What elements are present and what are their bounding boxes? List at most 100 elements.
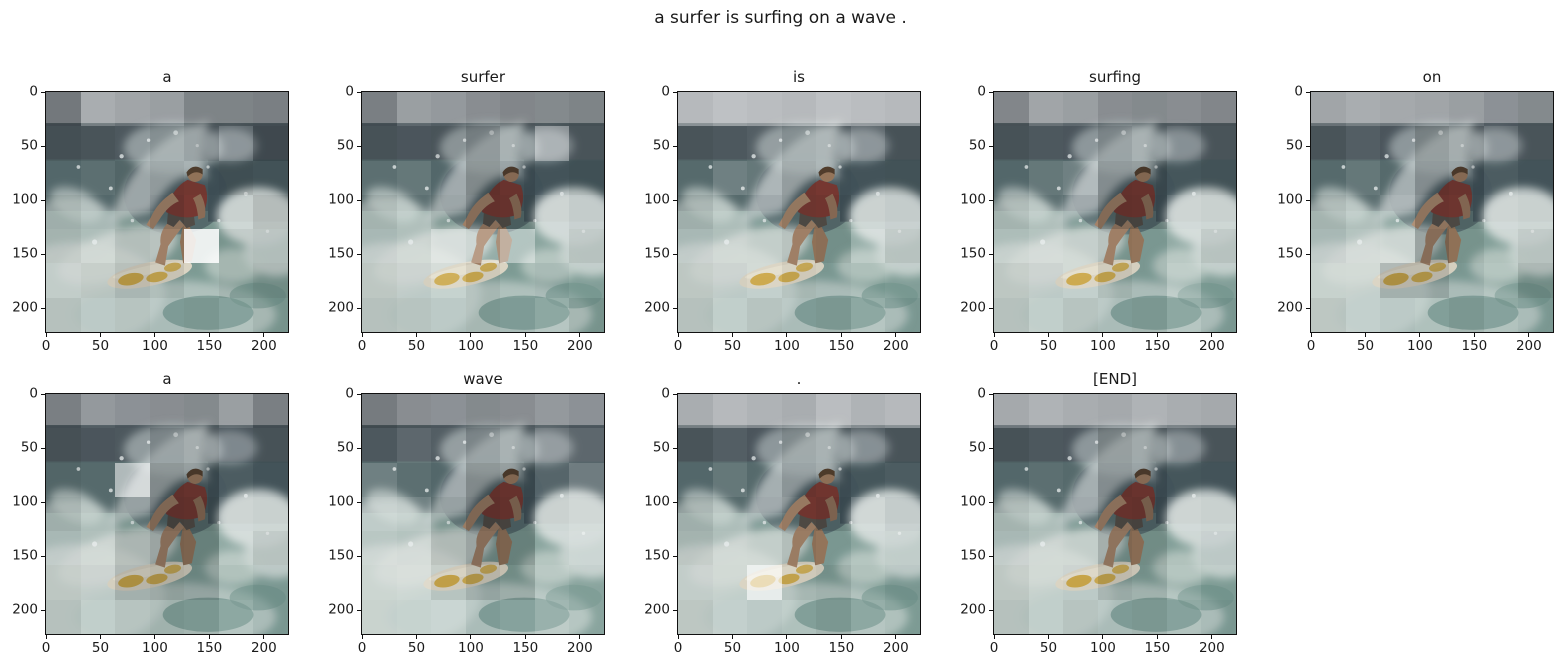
attention-cell bbox=[218, 531, 254, 566]
attention-cell bbox=[184, 394, 219, 429]
y-tick-label: 0 bbox=[345, 385, 354, 402]
attention-cell bbox=[184, 297, 219, 332]
attention-cell bbox=[396, 565, 432, 600]
attention-cell bbox=[569, 531, 604, 566]
x-tick-label: 100 bbox=[774, 338, 800, 354]
x-tick-label: 200 bbox=[566, 640, 593, 656]
y-tick-label: 0 bbox=[1294, 83, 1303, 100]
attention-cell bbox=[816, 126, 851, 161]
attention-cell bbox=[431, 229, 466, 264]
y-tick-label: 100 bbox=[12, 191, 38, 208]
attention-cell bbox=[1029, 600, 1064, 634]
attention-cell bbox=[396, 462, 432, 497]
y-tick-label: 100 bbox=[1277, 191, 1303, 208]
attention-cell bbox=[1132, 126, 1167, 161]
y-tick-label: 200 bbox=[12, 601, 38, 618]
x-axis-tick bbox=[1102, 635, 1104, 639]
attention-cell bbox=[1166, 428, 1202, 463]
attention-cell bbox=[712, 160, 748, 195]
attention-cell bbox=[184, 92, 219, 127]
attention-cell bbox=[994, 92, 1029, 127]
attention-cell bbox=[569, 263, 604, 298]
subplot-2: is 0 50 100 150 200 0 50 100 150 200 bbox=[644, 68, 921, 354]
attention-cell bbox=[115, 428, 150, 462]
y-tick-label: 200 bbox=[12, 299, 38, 316]
attention-cell bbox=[1166, 394, 1202, 429]
x-axis-tick bbox=[677, 333, 679, 337]
x-axis-tick bbox=[361, 635, 363, 639]
attention-cell bbox=[1449, 263, 1484, 297]
attention-cell bbox=[500, 92, 535, 127]
attention-cell bbox=[885, 263, 920, 298]
x-tick-label: 100 bbox=[1090, 640, 1116, 656]
attention-cell bbox=[816, 531, 851, 565]
attention-cell bbox=[149, 428, 185, 463]
attention-cell bbox=[431, 463, 466, 497]
attention-cell bbox=[534, 565, 570, 600]
attention-cell bbox=[534, 599, 570, 634]
attention-cell bbox=[218, 160, 254, 195]
attention-cell bbox=[184, 194, 219, 230]
attention-cell bbox=[80, 394, 116, 429]
attention-cell bbox=[218, 229, 254, 264]
attention-cell bbox=[1097, 263, 1133, 298]
y-axis-tick bbox=[357, 393, 361, 395]
attention-cell bbox=[115, 394, 150, 428]
x-axis-tick bbox=[1211, 333, 1213, 337]
x-tick-label: 200 bbox=[250, 338, 277, 354]
y-tick-label: 150 bbox=[644, 245, 670, 262]
y-axis-tick bbox=[357, 447, 361, 449]
attention-cell bbox=[885, 298, 920, 332]
attention-grid-overlay bbox=[994, 92, 1236, 332]
y-axis-tick bbox=[989, 609, 993, 611]
x-tick-label: 0 bbox=[357, 338, 367, 354]
attention-cell bbox=[1166, 126, 1202, 161]
y-tick-label: 150 bbox=[328, 547, 354, 564]
attention-cell bbox=[1029, 497, 1064, 531]
attention-cell bbox=[569, 229, 604, 264]
attention-cell bbox=[81, 497, 116, 531]
attention-cell bbox=[1028, 394, 1064, 429]
attention-cell bbox=[1201, 463, 1236, 497]
x-tick-label: 200 bbox=[1515, 338, 1542, 354]
attention-cell bbox=[80, 531, 116, 566]
y-axis-tick bbox=[989, 91, 993, 93]
attention-cell bbox=[569, 599, 604, 634]
x-tick-label: 50 bbox=[91, 338, 110, 354]
attention-cell bbox=[362, 496, 397, 532]
x-axis-tick bbox=[731, 333, 733, 337]
attention-cell bbox=[1028, 462, 1064, 497]
attention-cell bbox=[1132, 394, 1167, 429]
x-tick-label: 200 bbox=[566, 338, 593, 354]
attention-cell bbox=[184, 599, 219, 634]
x-tick-label: 0 bbox=[41, 338, 51, 354]
attention-cell bbox=[115, 565, 150, 600]
subplot-title-token: [END] bbox=[1093, 370, 1137, 388]
subplot-title-token: a bbox=[162, 370, 172, 388]
attention-cell bbox=[184, 126, 219, 161]
attention-cell bbox=[1201, 394, 1236, 429]
y-tick-label: 50 bbox=[336, 137, 354, 154]
attention-cell bbox=[1063, 263, 1098, 298]
attention-cell bbox=[1029, 428, 1064, 462]
attention-cell bbox=[81, 463, 116, 497]
attention-cell bbox=[816, 496, 851, 532]
attention-cell bbox=[816, 565, 851, 600]
attention-cell bbox=[500, 229, 535, 264]
y-axis-tick bbox=[989, 447, 993, 449]
y-axis-tick bbox=[357, 307, 361, 309]
attention-cell bbox=[1097, 462, 1133, 497]
attention-cell bbox=[885, 126, 920, 161]
x-tick-label: 50 bbox=[407, 640, 426, 656]
y-axis-tick bbox=[357, 555, 361, 557]
attention-cell bbox=[1029, 565, 1064, 599]
attention-cell bbox=[396, 92, 432, 127]
attention-cell bbox=[885, 394, 920, 429]
y-tick-label: 200 bbox=[644, 299, 670, 316]
attention-cell bbox=[253, 229, 288, 264]
y-axis-tick bbox=[673, 393, 677, 395]
attention-cell bbox=[569, 565, 604, 600]
subplot-5: a 0 50 100 150 200 0 50 100 150 200 bbox=[12, 370, 289, 656]
attention-cell bbox=[80, 92, 116, 127]
y-axis-tick bbox=[989, 307, 993, 309]
